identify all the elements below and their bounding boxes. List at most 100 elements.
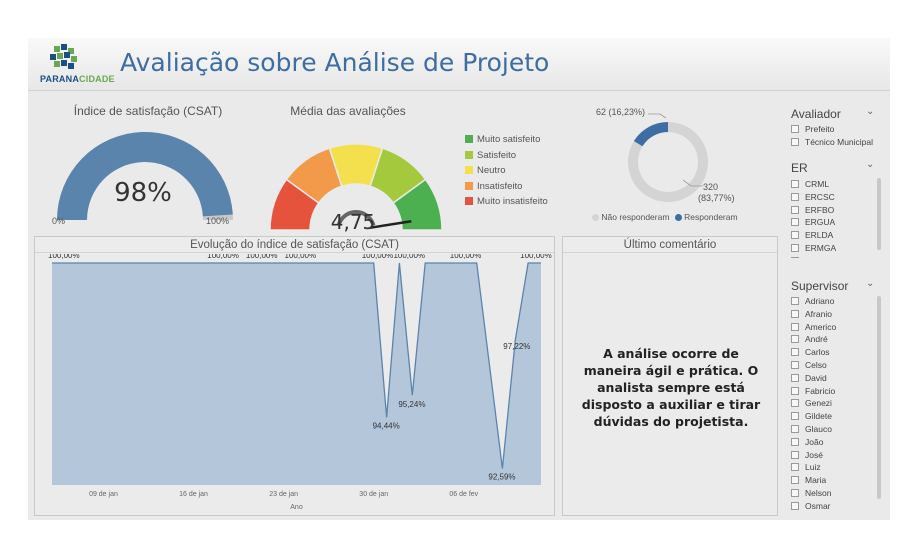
checkbox-label: Gildete [805,411,832,422]
slicer-er-item[interactable]: ERGUA [791,216,835,228]
checkbox[interactable] [791,335,799,344]
legend-dot-sim [674,214,682,221]
chevron-down-icon[interactable]: ⌄ [866,106,875,117]
media-gauge [269,143,443,231]
checkbox[interactable] [791,322,799,331]
csat-max-label: 100% [206,216,230,226]
checkbox[interactable] [791,297,799,305]
evolucao-title: Evolução do índice de satisfação (CSAT) [35,237,554,253]
legend-dot-nao [592,214,599,221]
donut-legend-nao: Não responderam [601,212,670,222]
legend-swatch [465,150,473,159]
checkbox[interactable] [791,450,799,459]
media-legend-item: Satisfeito [465,150,516,162]
donut-legend: Não responderam Responderam [592,212,738,222]
csat-min-label: 0% [52,216,66,226]
slicer-er-item[interactable]: ERPTG [791,255,834,258]
donut-slice-nao [633,122,668,147]
checkbox[interactable] [791,463,799,472]
slicer-supervisor-item[interactable]: Luiz [791,461,821,473]
checkbox[interactable] [791,256,799,258]
checkbox[interactable] [791,125,799,133]
header-bar: PARANACIDADE Avaliação sobre Análise de … [28,38,890,91]
checkbox[interactable] [791,437,799,446]
checkbox[interactable] [791,476,799,485]
slicer-supervisor-item[interactable]: Adriano [791,295,834,307]
checkbox-label: André [805,334,828,345]
slicer-supervisor-item[interactable]: Nelson [791,487,831,499]
data-label: 100,00% [207,254,239,260]
slicer-er-item[interactable]: ERCSC [791,191,835,203]
slicer-supervisor-title: Supervisor [791,279,849,293]
checkbox[interactable] [791,137,799,146]
slicer-er-scrollbar[interactable] [877,178,881,250]
comment-panel: Último comentário A análise ocorre de ma… [562,236,778,516]
csat-gauge-fill [57,131,233,220]
slicer-supervisor-item[interactable]: Fabricio [791,385,835,397]
checkbox[interactable] [791,231,799,240]
media-legend-item: Neutro [465,165,506,177]
evolucao-chart: 100,00% 100,00% 100,00% 100,00% 100,00% 100,0… [48,254,552,511]
data-label: 92,59% [488,473,515,482]
checkbox[interactable] [791,373,799,382]
checkbox[interactable] [791,244,799,252]
checkbox[interactable] [791,309,799,318]
media-segment-muito-satisfeito [392,178,443,231]
checkbox[interactable] [791,348,799,357]
media-gauge-inner-arc [336,210,376,227]
slicer-supervisor-item[interactable]: Americo [791,321,836,333]
slicer-supervisor-item[interactable]: Glauco [791,423,832,435]
checkbox[interactable] [791,205,799,214]
checkbox[interactable] [791,501,799,510]
checkbox[interactable] [791,361,799,369]
checkbox-label: Prefeito [805,124,835,134]
x-tick-label: 09 de jan [89,491,118,498]
media-value: 4,75 [330,210,376,234]
slicer-supervisor-item[interactable]: André [791,333,828,345]
slicer-supervisor-item[interactable]: João [791,436,823,448]
checkbox[interactable] [791,386,799,395]
checkbox-label: Técnico Municipal [805,136,874,147]
slicer-supervisor-item[interactable]: Osmar [791,500,831,512]
slicer-supervisor-scrollbar[interactable] [877,296,881,499]
checkbox[interactable] [791,489,799,497]
chevron-down-icon[interactable]: ⌄ [866,159,875,170]
slicer-supervisor-item[interactable]: Genezi [791,397,832,409]
slicer-supervisor-item[interactable]: David [791,372,827,384]
slicer-er-item[interactable]: ERMGA [791,242,836,254]
checkbox[interactable] [791,192,799,201]
donut-sim-leader [683,179,703,187]
data-label: 95,24% [398,400,425,409]
checkbox-label: ERGUA [805,217,836,228]
x-tick-label: 23 de jan [269,491,298,498]
checkbox-label: CRML [805,179,830,189]
slicer-supervisor-item[interactable]: José [791,449,823,461]
dashboard: PARANACIDADE Avaliação sobre Análise de … [28,38,890,520]
checkbox-label: Nelson [805,488,832,498]
checkbox[interactable] [791,180,799,188]
slicer-er-item[interactable]: ERLDA [791,229,833,241]
slicer-er-item[interactable]: ERFBO [791,204,834,216]
data-label: 100,00% [362,254,394,260]
chevron-down-icon[interactable]: ⌄ [866,278,875,289]
slicer-supervisor-item[interactable]: Maria [791,474,826,486]
checkbox[interactable] [791,412,799,421]
checkbox-label: Fabricio [805,385,836,396]
checkbox-label: Celso [805,360,827,370]
slicer-avaliador-item[interactable]: Técnico Municipal [791,136,873,148]
paranacidade-logo: PARANACIDADE [40,44,115,86]
checkbox[interactable] [791,425,799,433]
checkbox-label: Afranio [805,308,832,319]
slicer-er-item[interactable]: CRML [791,178,829,190]
x-tick-label: 16 de jan [179,491,208,498]
checkbox[interactable] [791,218,799,227]
slicer-supervisor-item[interactable]: Celso [791,359,827,371]
checkbox[interactable] [791,399,799,408]
slicer-supervisor-item[interactable]: Gildete [791,410,832,422]
checkbox-label: João [805,436,824,447]
evolucao-panel: Evolução do índice de satisfação (CSAT) … [34,236,555,516]
slicer-avaliador-item[interactable]: Prefeito [791,123,834,135]
slicer-supervisor-item[interactable]: Afranio [791,308,832,320]
x-axis-label: Ano [290,504,303,511]
slicer-supervisor-item[interactable]: Carlos [791,346,830,358]
